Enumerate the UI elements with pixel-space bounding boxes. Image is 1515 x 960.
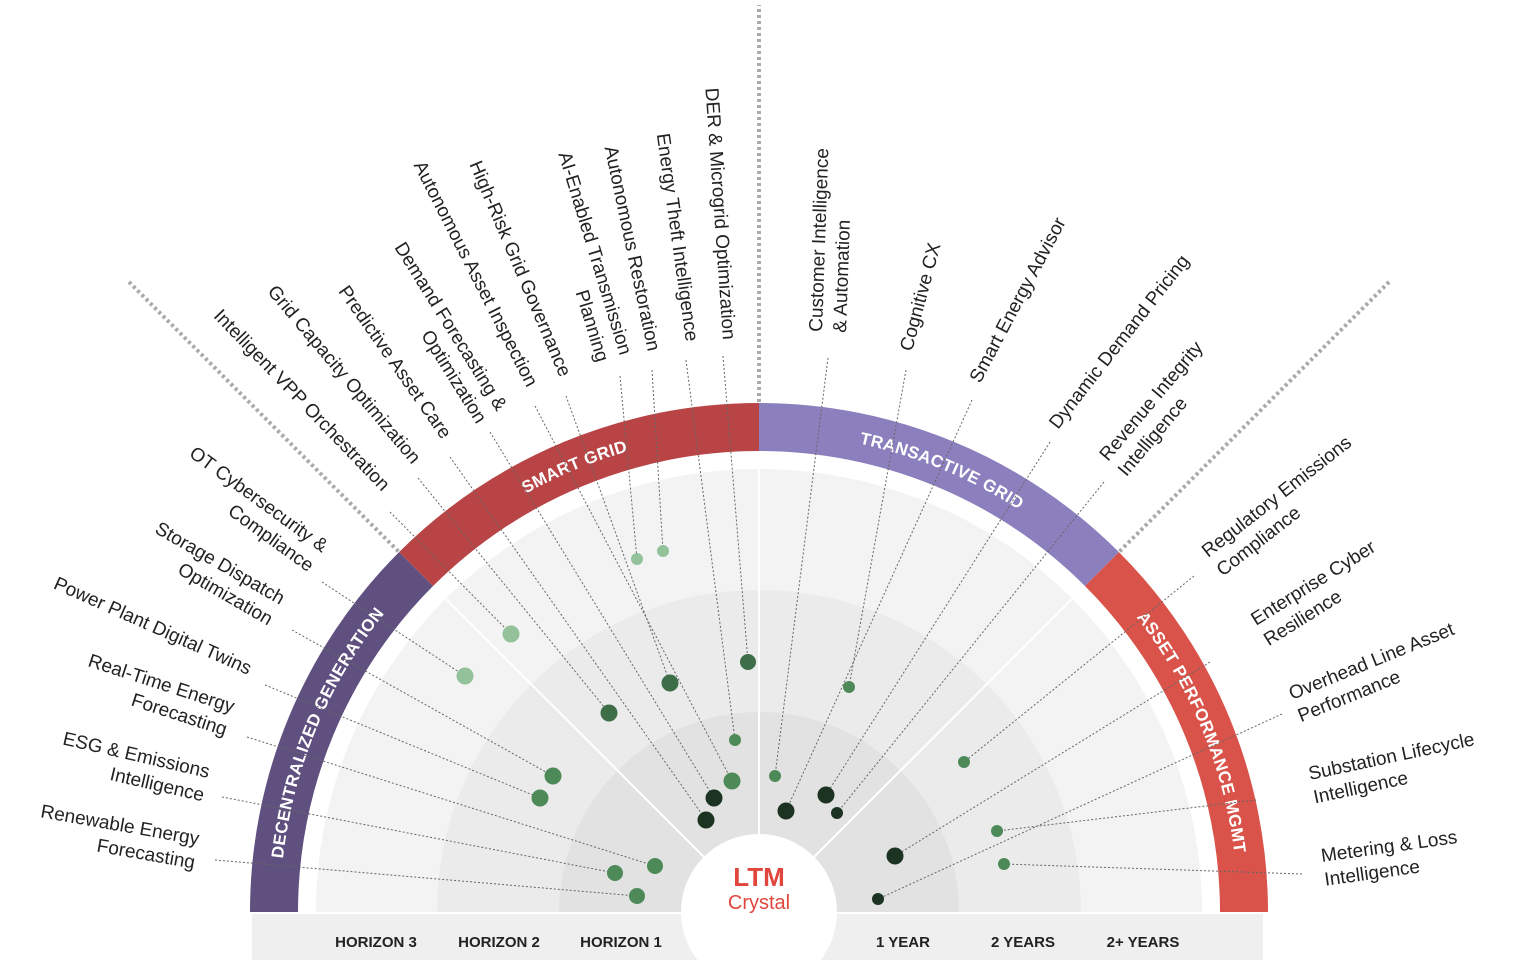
- segment-band: [759, 403, 1119, 587]
- leader-line: [389, 511, 512, 635]
- axis-label: HORIZON 3: [335, 934, 417, 951]
- leader-line: [848, 369, 907, 688]
- item-dot: [502, 625, 520, 643]
- item-dot: [456, 667, 474, 685]
- item-dot: [600, 704, 618, 722]
- leader-line: [417, 477, 610, 714]
- leader-line: [1003, 863, 1303, 875]
- item-label-line: DER & Microgrid Optimization: [700, 87, 739, 340]
- leader-line: [825, 441, 1051, 796]
- divider: [445, 598, 705, 858]
- leader-line: [963, 575, 1195, 763]
- item-dot: [705, 789, 723, 807]
- leader-line: [214, 859, 638, 897]
- item-dot: [958, 756, 970, 768]
- item-dot: [723, 772, 741, 790]
- item-label-line: Cognitive CX: [897, 240, 946, 353]
- item-label-line: Customer Intelligence: [806, 148, 833, 332]
- axis-label: 2+ YEARS: [1107, 934, 1180, 951]
- item-label: Customer Intelligence& Automation: [806, 148, 855, 333]
- item-dot: [697, 811, 715, 829]
- item-dot: [872, 893, 884, 905]
- axis-label: 2 YEARS: [991, 934, 1055, 951]
- leader-line: [996, 799, 1257, 832]
- divider: [813, 598, 1073, 858]
- item-label: Demand Forecasting &Optimization: [390, 239, 511, 428]
- leader-line: [489, 431, 715, 799]
- segment-band: [250, 552, 434, 912]
- leader-line: [722, 355, 749, 663]
- boundary: [1118, 279, 1392, 553]
- logo-circle: [681, 834, 837, 960]
- leader-line: [264, 684, 541, 799]
- item-dot: [843, 681, 855, 693]
- leader-line: [836, 481, 1105, 814]
- leader-line: [894, 661, 1211, 857]
- item-label-line: Smart Energy Advisor: [966, 214, 1071, 387]
- axis-label: 1 YEAR: [876, 934, 930, 951]
- logo-name: LTM: [733, 862, 785, 892]
- item-dot: [544, 767, 562, 785]
- item-dot: [661, 674, 679, 692]
- item-dot: [531, 789, 549, 807]
- item-dot: [998, 858, 1010, 870]
- logo-sub: Crystal: [728, 892, 790, 914]
- item-dot: [831, 807, 843, 819]
- leaders: [214, 355, 1303, 900]
- axis-label: HORIZON 1: [580, 934, 662, 951]
- leader-line: [321, 581, 466, 677]
- boundary: [125, 278, 400, 553]
- item-label: Smart Energy Advisor: [966, 214, 1071, 387]
- leader-line: [534, 405, 733, 782]
- item-dot: [769, 770, 781, 782]
- item-dot: [777, 802, 795, 820]
- leader-line: [291, 629, 554, 777]
- leader-line: [246, 736, 656, 867]
- item-dot: [647, 858, 663, 874]
- item-dot: [629, 888, 645, 904]
- item-dot: [729, 734, 741, 746]
- item-label-line: Energy Theft Intelligence: [652, 132, 702, 343]
- segment-band: [1084, 552, 1268, 912]
- axis-label: HORIZON 2: [458, 934, 540, 951]
- item-dot: [607, 865, 623, 881]
- leader-line: [221, 796, 616, 874]
- item-label-line: & Automation: [830, 219, 855, 333]
- item-label: Energy Theft Intelligence: [652, 132, 702, 343]
- leader-line: [619, 375, 638, 560]
- item-label: Cognitive CX: [897, 240, 946, 353]
- item-label-line: Regulatory Emissions: [1198, 432, 1356, 562]
- item-dot: [740, 654, 756, 670]
- item-dot: [991, 825, 1003, 837]
- item-label: DER & Microgrid Optimization: [700, 87, 739, 340]
- item-dot: [657, 545, 669, 557]
- leader-line: [565, 395, 671, 684]
- item-dot: [631, 553, 643, 565]
- segment-band: [399, 403, 759, 587]
- item-dot: [886, 847, 904, 865]
- leader-line: [785, 399, 973, 812]
- item-dot: [817, 786, 835, 804]
- dots: [456, 545, 1010, 905]
